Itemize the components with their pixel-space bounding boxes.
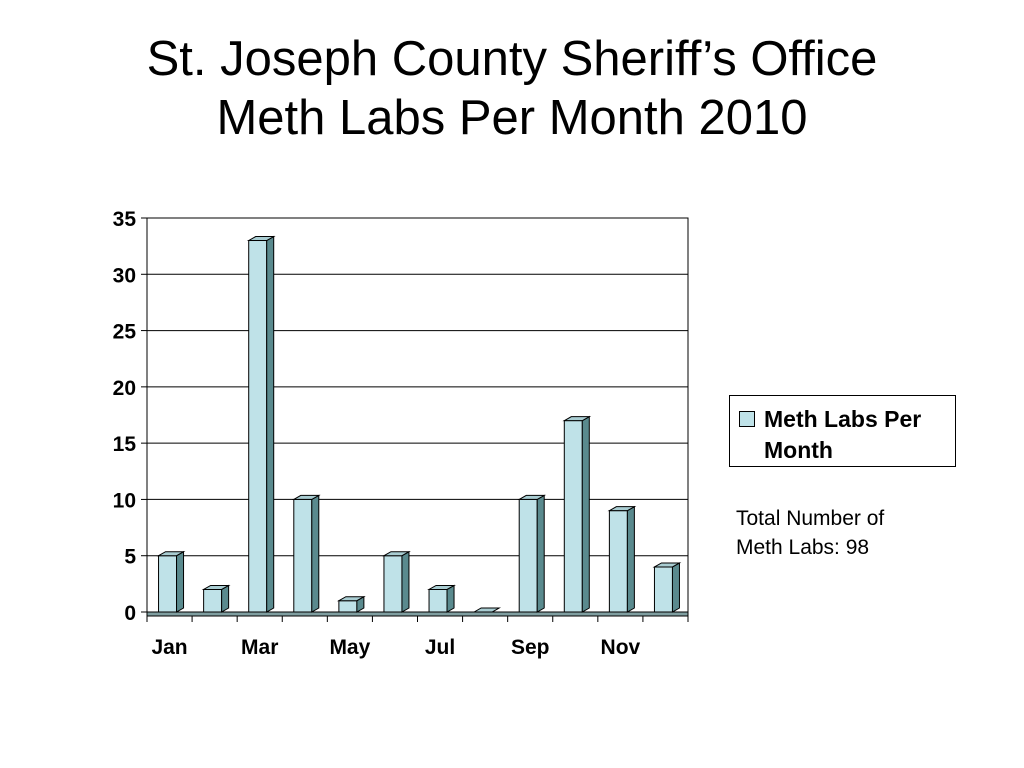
bar-oct xyxy=(563,420,583,613)
x-tick-label-nov: Nov xyxy=(601,636,641,659)
bar-side-jan xyxy=(176,550,185,613)
bar-feb xyxy=(203,588,223,613)
y-tick-label: 10 xyxy=(113,489,136,512)
y-tick-label: 30 xyxy=(113,264,136,287)
bar-top-sep xyxy=(517,494,547,500)
total-note: Total Number of Meth Labs: 98 xyxy=(736,504,996,562)
bar-side-jun xyxy=(401,550,410,613)
y-tick-label: 25 xyxy=(113,321,137,344)
bar-top-dec xyxy=(652,562,682,568)
x-tick-label-mar: Mar xyxy=(241,636,278,659)
bar-top-feb xyxy=(201,584,231,590)
bar-side-mar xyxy=(266,235,275,613)
bar-side-nov xyxy=(626,505,635,613)
bar-side-dec xyxy=(671,562,680,613)
bar-mar xyxy=(248,240,268,613)
bar-nov xyxy=(608,510,628,613)
bar-top-jun xyxy=(382,551,411,557)
bar-top-oct xyxy=(562,416,592,422)
bar-jul xyxy=(428,588,448,613)
x-tick-label-may: May xyxy=(329,636,370,659)
total-note-line-2: Meth Labs: 98 xyxy=(736,536,870,559)
bar-top-nov xyxy=(607,506,637,512)
bar-apr xyxy=(293,498,313,613)
bar-side-sep xyxy=(536,494,545,613)
bar-top-may xyxy=(336,596,366,602)
title-line-2: Meth Labs Per Month 2010 xyxy=(216,91,808,145)
chart-legend: Meth Labs Per Month xyxy=(729,395,956,467)
title-line-1: St. Joseph County Sheriff’s Office xyxy=(146,32,878,86)
bar-top-apr xyxy=(291,494,321,500)
legend-label: Meth Labs Per Month xyxy=(764,406,922,463)
bar-side-feb xyxy=(221,584,230,613)
bar-top-mar xyxy=(246,236,276,242)
bar-dec xyxy=(653,566,673,613)
plot-area xyxy=(146,217,689,613)
bar-jun xyxy=(383,555,403,613)
bar-top-aug xyxy=(472,607,502,613)
bar-sep xyxy=(518,498,538,613)
x-tick-label-jan: Jan xyxy=(151,636,187,659)
y-tick-label: 5 xyxy=(124,546,136,569)
bar-top-jul xyxy=(427,584,456,590)
bar-may xyxy=(338,600,358,613)
bar-side-oct xyxy=(581,415,590,613)
y-tick-label: 0 xyxy=(124,602,136,625)
total-note-line-1: Total Number of xyxy=(736,507,885,530)
y-tick-label: 20 xyxy=(113,377,136,400)
bar-side-jul xyxy=(446,584,455,613)
x-tick-label-sep: Sep xyxy=(511,636,550,659)
bar-side-apr xyxy=(311,494,320,613)
y-tick-label: 35 xyxy=(113,208,137,231)
x-tick-label-jul: Jul xyxy=(425,636,455,659)
legend-swatch xyxy=(739,411,755,427)
y-tick-label: 15 xyxy=(113,433,137,456)
bar-jan xyxy=(158,555,178,613)
bar-top-jan xyxy=(156,551,186,557)
chart-floor xyxy=(146,611,689,617)
slide-title: St. Joseph County Sheriff’s Office Meth … xyxy=(0,30,1024,148)
